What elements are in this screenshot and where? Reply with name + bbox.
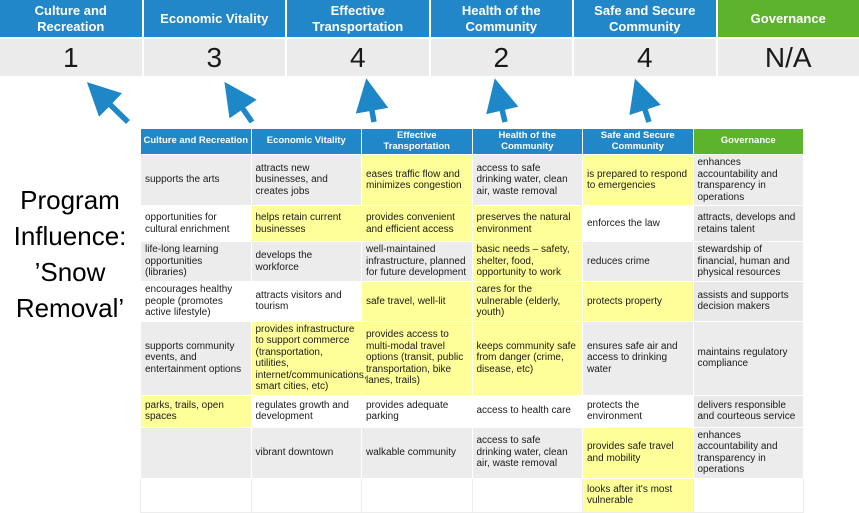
matrix-cell: stewardship of financial, human and phys… — [693, 242, 804, 282]
summary-header-governance: Governance — [718, 0, 859, 37]
matrix-row: looks after it's most vulnerable — [141, 478, 804, 512]
matrix-header-row: Culture and Recreation Economic Vitality… — [141, 129, 804, 155]
matrix-cell: attracts, develops and retains talent — [693, 206, 804, 242]
matrix-header-safety: Safe and Secure Community — [583, 129, 694, 155]
matrix-cell: walkable community — [362, 427, 473, 478]
matrix-cell: develops the workforce — [251, 242, 362, 282]
matrix-cell: access to safe drinking water, clean air… — [472, 155, 583, 206]
matrix-cell: enhances accountability and transparency… — [693, 155, 804, 206]
matrix-cell — [472, 478, 583, 512]
summary-column-culture: Culture and Recreation 1 — [0, 0, 142, 76]
matrix-cell — [251, 478, 362, 512]
summary-header-culture: Culture and Recreation — [0, 0, 142, 37]
matrix-cell: safe travel, well-lit — [362, 282, 473, 322]
summary-header-economic: Economic Vitality — [144, 0, 286, 37]
matrix-cell: encourages healthy people (promotes acti… — [141, 282, 252, 322]
matrix-cell: ensures safe air and access to drinking … — [583, 321, 694, 395]
matrix-cell: assists and supports decision makers — [693, 282, 804, 322]
matrix-cell — [141, 427, 252, 478]
matrix-cell: life-long learning opportunities (librar… — [141, 242, 252, 282]
matrix-cell: helps retain current businesses — [251, 206, 362, 242]
up-arrow-icon — [368, 88, 374, 122]
up-arrow-icon — [230, 90, 252, 122]
matrix-cell: keeps community safe from danger (crime,… — [472, 321, 583, 395]
summary-header-safety: Safe and Secure Community — [574, 0, 716, 37]
matrix-row: encourages healthy people (promotes acti… — [141, 282, 804, 322]
summary-score-culture: 1 — [0, 39, 142, 76]
page-title-line: Removal’ — [0, 291, 140, 327]
influence-matrix: Culture and Recreation Economic Vitality… — [140, 128, 803, 513]
matrix-cell: provides adequate parking — [362, 395, 473, 427]
page-title-line: ’Snow — [0, 255, 140, 291]
matrix-header-culture: Culture and Recreation — [141, 129, 252, 155]
matrix-cell: eases traffic flow and minimizes congest… — [362, 155, 473, 206]
matrix-cell: attracts new businesses, and creates job… — [251, 155, 362, 206]
summary-column-economic: Economic Vitality 3 — [144, 0, 286, 76]
matrix-cell: enhances accountability and transparency… — [693, 427, 804, 478]
matrix-cell: parks, trails, open spaces — [141, 395, 252, 427]
matrix-cell: looks after it's most vulnerable — [583, 478, 694, 512]
matrix-header-economic: Economic Vitality — [251, 129, 362, 155]
matrix-cell: attracts visitors and tourism — [251, 282, 362, 322]
matrix-cell: provides access to multi-modal travel op… — [362, 321, 473, 395]
matrix-header-governance: Governance — [693, 129, 804, 155]
matrix-cell: protects property — [583, 282, 694, 322]
matrix-cell — [693, 478, 804, 512]
matrix-cell: protects the environment — [583, 395, 694, 427]
summary-column-transportation: Effective Transportation 4 — [287, 0, 429, 76]
summary-score-economic: 3 — [144, 39, 286, 76]
matrix-header-transportation: Effective Transportation — [362, 129, 473, 155]
matrix-cell: opportunities for cultural enrichment — [141, 206, 252, 242]
matrix-cell: provides infrastructure to support comme… — [251, 321, 362, 395]
matrix-header-health: Health of the Community — [472, 129, 583, 155]
up-arrow-icon — [497, 88, 505, 122]
matrix-row: life-long learning opportunities (librar… — [141, 242, 804, 282]
matrix-cell: basic needs – safety, shelter, food, opp… — [472, 242, 583, 282]
matrix-row: supports community events, and entertain… — [141, 321, 804, 395]
summary-band: Culture and Recreation 1 Economic Vitali… — [0, 0, 859, 76]
summary-score-safety: 4 — [574, 39, 716, 76]
summary-column-governance: Governance N/A — [718, 0, 859, 76]
matrix-cell — [362, 478, 473, 512]
up-arrow-icon — [94, 89, 128, 122]
matrix-cell: is prepared to respond to emergencies — [583, 155, 694, 206]
matrix-cell: reduces crime — [583, 242, 694, 282]
matrix-cell: enforces the law — [583, 206, 694, 242]
summary-column-safety: Safe and Secure Community 4 — [574, 0, 716, 76]
matrix-cell: cares for the vulnerable (elderly, youth… — [472, 282, 583, 322]
matrix-cell: maintains regulatory compliance — [693, 321, 804, 395]
summary-score-transportation: 4 — [287, 39, 429, 76]
matrix-cell: regulates growth and development — [251, 395, 362, 427]
matrix-cell — [141, 478, 252, 512]
matrix-cell: access to safe drinking water, clean air… — [472, 427, 583, 478]
matrix-cell: vibrant downtown — [251, 427, 362, 478]
matrix-cell: supports community events, and entertain… — [141, 321, 252, 395]
up-arrow-icon — [638, 88, 649, 122]
matrix-cell: preserves the natural environment — [472, 206, 583, 242]
summary-header-health: Health of the Community — [431, 0, 573, 37]
page-title-line: Influence: — [0, 219, 140, 255]
summary-header-transportation: Effective Transportation — [287, 0, 429, 37]
matrix-cell: provides safe travel and mobility — [583, 427, 694, 478]
page-title: Program Influence: ’Snow Removal’ — [0, 183, 140, 327]
matrix-cell: provides convenient and efficient access — [362, 206, 473, 242]
matrix-cell: supports the arts — [141, 155, 252, 206]
matrix-cell: well-maintained infrastructure, planned … — [362, 242, 473, 282]
up-arrows — [0, 76, 859, 128]
matrix-cell: access to health care — [472, 395, 583, 427]
matrix-cell: delivers responsible and courteous servi… — [693, 395, 804, 427]
summary-column-health: Health of the Community 2 — [431, 0, 573, 76]
page-title-line: Program — [0, 183, 140, 219]
summary-score-health: 2 — [431, 39, 573, 76]
summary-score-governance: N/A — [718, 39, 859, 76]
